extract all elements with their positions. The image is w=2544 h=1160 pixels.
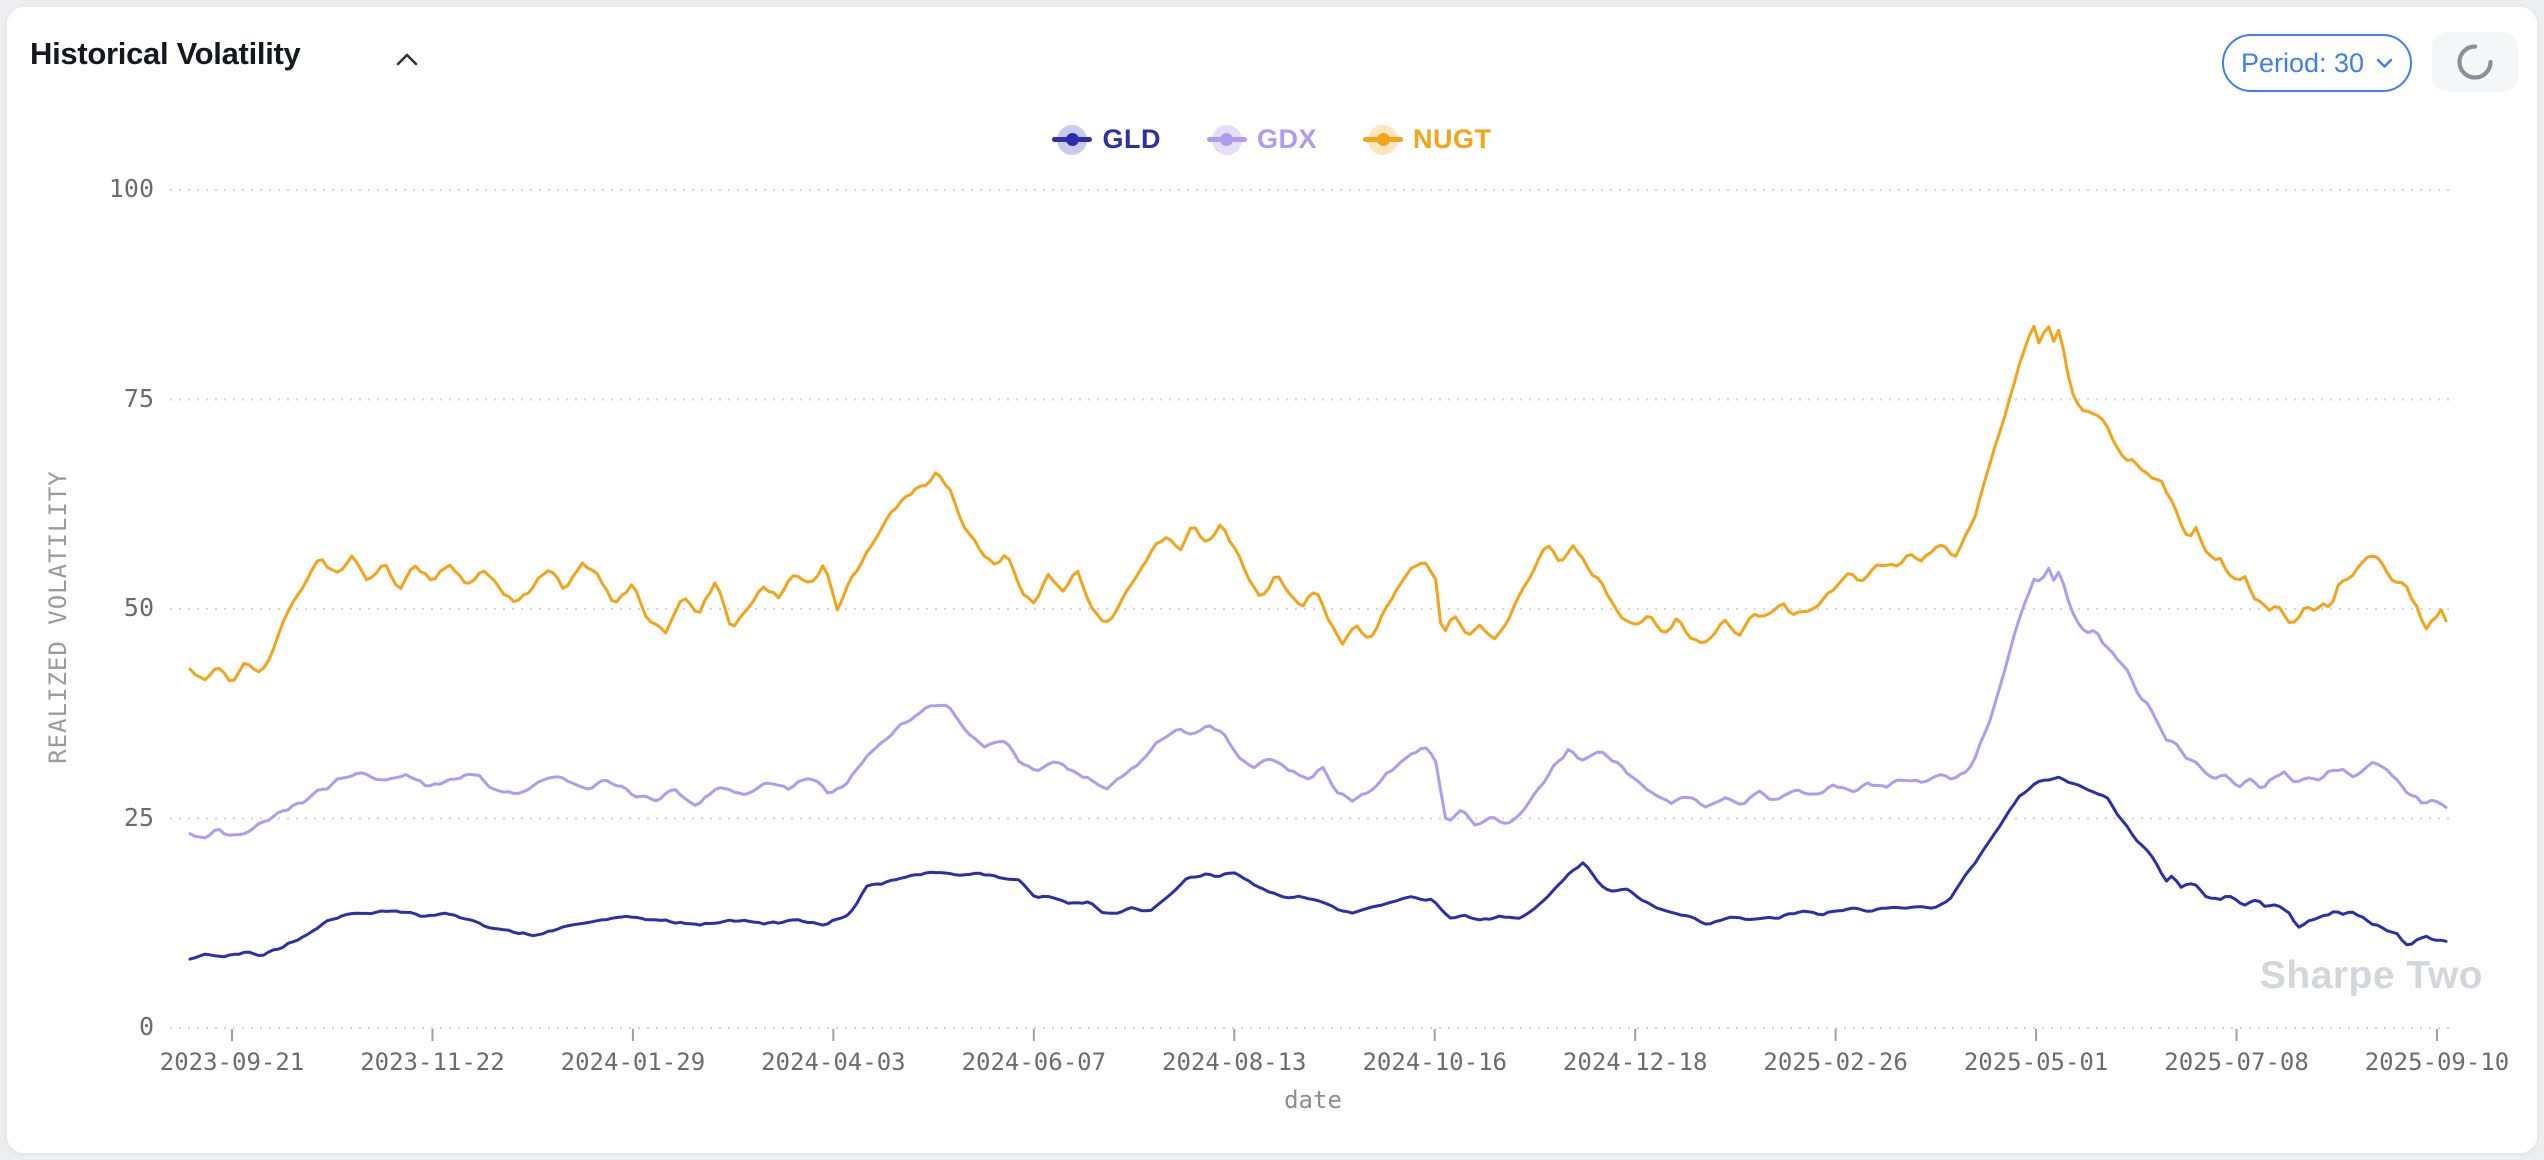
x-tick-label: 2023-11-22 bbox=[360, 1048, 505, 1076]
line-marker-icon bbox=[1206, 124, 1247, 155]
legend-item-label: GLD bbox=[1102, 124, 1161, 154]
y-tick-label: 0 bbox=[138, 1012, 154, 1041]
page-title: Historical Volatility bbox=[30, 36, 301, 71]
chart-legend: GLD GDX NUGT bbox=[0, 124, 2544, 155]
legend-marker-dot bbox=[1376, 133, 1390, 146]
x-tick-label: 2024-04-03 bbox=[761, 1048, 906, 1076]
legend-marker-dot bbox=[1220, 133, 1234, 146]
x-tick-label: 2023-09-21 bbox=[159, 1048, 305, 1076]
x-tick-label: 2025-05-01 bbox=[1963, 1048, 2109, 1076]
collapse-section-button[interactable] bbox=[390, 42, 424, 76]
y-tick-label: 75 bbox=[123, 383, 154, 413]
legend-item-label: GDX bbox=[1256, 124, 1317, 154]
watermark: Sharpe Two bbox=[2259, 954, 2483, 997]
chevron-down-icon bbox=[2376, 58, 2393, 68]
line-marker-icon bbox=[1363, 124, 1403, 155]
legend-item-label: NUGT bbox=[1413, 124, 1492, 154]
x-tick-label: 2025-09-10 bbox=[2364, 1048, 2510, 1076]
refresh-loading-button[interactable] bbox=[2432, 32, 2518, 92]
series-line-gdx bbox=[188, 566, 2448, 840]
y-tick-label: 25 bbox=[123, 802, 154, 832]
legend-marker-dot bbox=[1065, 133, 1079, 146]
legend-item-gdx[interactable]: GDX bbox=[1206, 124, 1317, 155]
x-axis-title: date bbox=[1284, 1086, 1342, 1114]
y-tick-label: 50 bbox=[123, 593, 154, 622]
chevron-up-icon bbox=[396, 53, 418, 65]
period-select-button[interactable]: Period: 30 bbox=[2222, 34, 2412, 92]
x-tick-label: 2024-12-18 bbox=[1562, 1048, 1708, 1076]
x-tick-label: 2024-06-07 bbox=[961, 1048, 1107, 1076]
x-tick-label: 2024-10-16 bbox=[1362, 1048, 1507, 1076]
loading-spinner-icon bbox=[2457, 44, 2493, 80]
y-tick-label: 100 bbox=[108, 174, 154, 203]
x-tick-label: 2025-02-26 bbox=[1763, 1048, 1908, 1076]
series-line-nugt bbox=[188, 324, 2448, 683]
legend-item-nugt[interactable]: NUGT bbox=[1363, 124, 1492, 155]
line-marker-icon bbox=[1052, 124, 1093, 155]
x-tick-label: 2025-07-08 bbox=[2164, 1048, 2309, 1076]
legend-item-gld[interactable]: GLD bbox=[1052, 124, 1161, 155]
x-tick-label: 2024-08-13 bbox=[1162, 1048, 1307, 1076]
series-line-gld bbox=[188, 775, 2448, 961]
period-select-label: Period: 30 bbox=[2240, 47, 2365, 78]
x-tick-label: 2024-01-29 bbox=[560, 1048, 706, 1076]
